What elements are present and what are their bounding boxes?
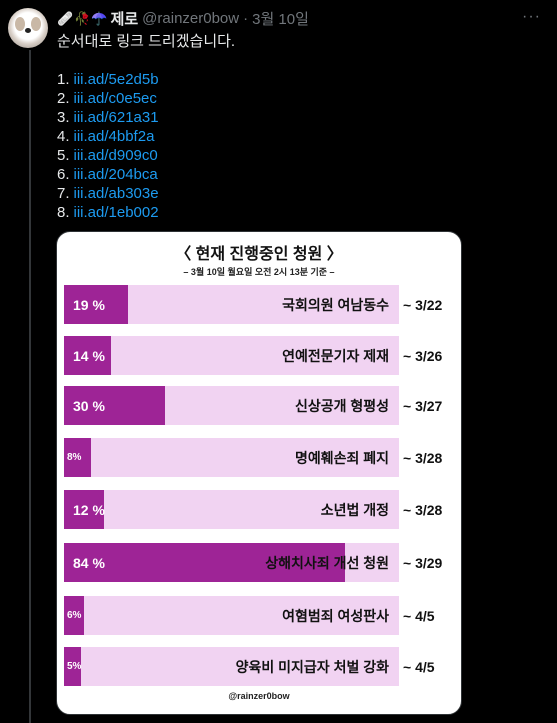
petition-row: 6% 여혐범죄 여성판사	[64, 596, 399, 635]
list-item: 6. iii.ad/204bca	[57, 165, 537, 184]
petition-link[interactable]: iii.ad/1eb002	[73, 204, 159, 221]
progress-percent: 12 %	[73, 501, 105, 518]
list-number: 4.	[57, 128, 70, 145]
tweet-header: 🩹 🥀 ☂️ 제로 @rainzer0bow · 3월 10일	[57, 8, 309, 28]
list-item: 5. iii.ad/d909c0	[57, 146, 537, 165]
card-footer: @rainzer0bow	[228, 691, 290, 701]
progress-percent: 19 %	[73, 296, 105, 313]
petition-deadline: ~ 3/28	[403, 449, 443, 466]
petition-title: 상해치사죄 개선 청원	[265, 554, 389, 571]
progress-fill	[64, 285, 128, 324]
list-item: 7. iii.ad/ab303e	[57, 184, 537, 203]
progress-percent: 8%	[67, 452, 82, 463]
petition-row: 19 % 국회의원 여남동수	[64, 285, 399, 324]
wilted-rose-emoji-icon: 🥀	[74, 10, 91, 26]
list-number: 7.	[57, 185, 70, 202]
separator-dot: ·	[243, 9, 249, 27]
progress-percent: 14 %	[73, 347, 105, 364]
card-subtitle: – 3월 10일 월요일 오전 2시 13분 기준 –	[183, 267, 335, 277]
petition-link[interactable]: iii.ad/5e2d5b	[73, 71, 159, 88]
progress-fill	[64, 438, 91, 477]
petition-row: 84 % 상해치사죄 개선 청원	[64, 543, 399, 582]
progress-fill	[64, 336, 111, 375]
petition-deadline: ~ 3/22	[403, 296, 443, 313]
progress-fill	[64, 386, 165, 425]
list-number: 2.	[57, 90, 70, 107]
petition-link[interactable]: iii.ad/d909c0	[73, 147, 158, 164]
link-list: 1. iii.ad/5e2d5b 2. iii.ad/c0e5ec 3. iii.ad…	[57, 70, 537, 222]
user-handle[interactable]: @rainzer0bow	[142, 9, 240, 27]
petition-title: 신상공개 형평성	[294, 397, 389, 414]
petition-link[interactable]: iii.ad/621a31	[73, 109, 159, 126]
progress-percent: 6%	[67, 610, 82, 621]
petition-deadline: ~ 4/5	[403, 607, 435, 624]
list-item: 3. iii.ad/621a31	[57, 108, 537, 127]
petition-title: 연예전문기자 제재	[282, 347, 389, 364]
petition-link[interactable]: iii.ad/204bca	[73, 166, 158, 183]
petition-row: 30 % 신상공개 형평성	[64, 386, 399, 425]
list-number: 5.	[57, 147, 70, 164]
petition-deadline: ~ 3/26	[403, 347, 443, 364]
display-name[interactable]: 제로	[110, 10, 139, 28]
list-item: 1. iii.ad/5e2d5b	[57, 70, 537, 89]
petition-row: 14 % 연예전문기자 제재	[64, 336, 399, 375]
avatar[interactable]	[8, 8, 48, 48]
petition-link[interactable]: iii.ad/ab303e	[73, 185, 159, 202]
petition-deadline: ~ 4/5	[403, 658, 435, 675]
petition-deadline: ~ 3/28	[403, 501, 443, 518]
petition-title: 양육비 미지급자 처벌 강화	[235, 658, 389, 675]
progress-fill	[64, 647, 81, 686]
attached-image[interactable]: 〈 현재 진행중인 청원 〉 – 3월 10일 월요일 오전 2시 13분 기준…	[56, 231, 462, 715]
petition-row: 12 % 소년법 개정	[64, 490, 399, 529]
progress-fill	[64, 543, 346, 582]
bandage-emoji-icon: 🩹	[57, 10, 74, 26]
list-item: 2. iii.ad/c0e5ec	[57, 89, 537, 108]
progress-percent: 84 %	[73, 554, 105, 571]
petition-title: 소년법 개정	[320, 501, 389, 518]
petition-link[interactable]: iii.ad/4bbf2a	[73, 128, 155, 145]
list-item: 4. iii.ad/4bbf2a	[57, 127, 537, 146]
petition-row: 5% 양육비 미지급자 처벌 강화	[64, 647, 399, 686]
list-number: 1.	[57, 71, 70, 88]
progress-fill	[64, 596, 85, 635]
tweet-text: 순서대로 링크 드리겠습니다.	[57, 33, 236, 50]
petition-deadline: ~ 3/29	[403, 554, 443, 571]
petition-row: 8% 명예훼손죄 폐지	[64, 438, 399, 477]
more-options-icon[interactable]: ···	[522, 8, 541, 25]
progress-percent: 30 %	[73, 397, 105, 414]
umbrella-emoji-icon: ☂️	[91, 10, 108, 26]
thread-line	[29, 50, 31, 723]
list-item: 8. iii.ad/1eb002	[57, 203, 537, 222]
progress-percent: 5%	[67, 661, 82, 672]
tweet-body: 순서대로 링크 드리겠습니다. 1. iii.ad/5e2d5b 2. iii.ad…	[57, 32, 537, 222]
petition-title: 국회의원 여남동수	[282, 296, 389, 313]
list-number: 8.	[57, 204, 70, 221]
petition-link[interactable]: iii.ad/c0e5ec	[73, 90, 157, 107]
petition-title: 명예훼손죄 폐지	[294, 449, 389, 466]
list-number: 6.	[57, 166, 70, 183]
list-number: 3.	[57, 109, 70, 126]
petition-title: 여혐범죄 여성판사	[282, 607, 389, 624]
tweet-date[interactable]: 3월 10일	[252, 10, 309, 28]
petition-deadline: ~ 3/27	[403, 397, 443, 414]
card-title: 〈 현재 진행중인 청원 〉	[175, 246, 343, 263]
progress-fill	[64, 490, 105, 529]
